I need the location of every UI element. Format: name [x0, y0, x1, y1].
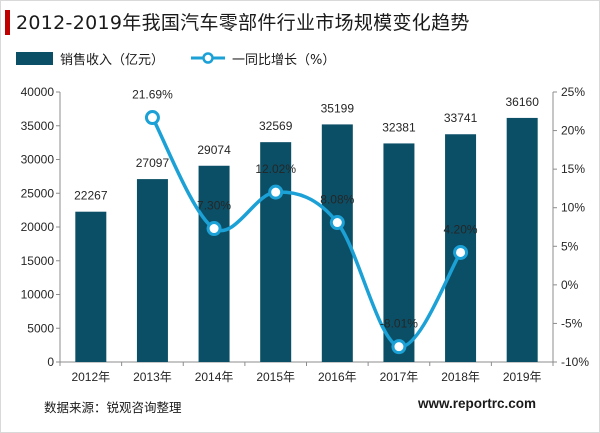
y-tick-label: 40000 [21, 85, 55, 99]
x-tick-label: 2013年 [133, 370, 172, 384]
growth-point [391, 339, 407, 355]
y2-tick-label: 10% [561, 201, 585, 215]
legend-item-growth: 一同比增长（%） [190, 49, 335, 68]
bar [260, 142, 292, 362]
growth-point [268, 184, 284, 200]
bar-data-label: 29074 [197, 143, 231, 157]
growth-point [144, 110, 160, 126]
growth-line [150, 116, 463, 349]
x-tick-label: 2018年 [441, 370, 480, 384]
growth-data-label: 7.30% [197, 199, 231, 213]
bar-data-label: 22267 [74, 189, 108, 203]
bar [506, 117, 538, 362]
growth-data-label: -8.01% [380, 317, 418, 331]
bar-data-label: 27097 [136, 156, 170, 170]
y2-tick-label: 25% [561, 85, 585, 99]
y2-tick-label: -10% [561, 355, 589, 369]
chart-legend: 销售收入（亿元） 一同比增长（%） [16, 48, 361, 68]
website-link[interactable]: www.reportrc.com [418, 396, 537, 411]
y-tick-label: 25000 [21, 186, 55, 200]
chart-title: 2012-2019年我国汽车零部件行业市场规模变化趋势 [16, 12, 470, 34]
growth-data-label: 12.02% [255, 162, 296, 176]
bar [383, 143, 415, 362]
y-tick-label: 0 [47, 355, 54, 369]
x-tick-label: 2015年 [256, 370, 295, 384]
y2-tick-label: 15% [561, 162, 585, 176]
legend-item-revenue: 销售收入（亿元） [16, 49, 164, 68]
title-accent-bar [5, 10, 10, 35]
bar [136, 179, 168, 362]
growth-point [453, 244, 469, 260]
legend-bar-swatch [16, 51, 53, 65]
bar-data-label: 33741 [444, 111, 478, 125]
legend-label-growth: 一同比增长（%） [232, 52, 336, 68]
growth-point [329, 215, 345, 231]
growth-point [206, 221, 222, 237]
bar-data-label: 36160 [506, 95, 540, 109]
bar-data-label: 32381 [382, 120, 416, 134]
y-tick-label: 30000 [21, 153, 55, 167]
y-tick-label: 10000 [21, 288, 55, 302]
y-tick-label: 20000 [21, 220, 55, 234]
x-tick-label: 2019年 [503, 370, 542, 384]
bar [75, 211, 107, 362]
growth-data-label: 8.08% [320, 193, 354, 207]
source-note: 数据来源：锐观咨询整理 [44, 400, 182, 415]
y2-tick-label: 0% [561, 278, 579, 292]
y-tick-label: 5000 [27, 321, 54, 335]
y-tick-label: 35000 [21, 119, 55, 133]
x-tick-label: 2014年 [195, 370, 234, 384]
growth-data-label: 21.69% [132, 88, 173, 102]
x-tick-label: 2016年 [318, 370, 357, 384]
legend-label-revenue: 销售收入（亿元） [60, 52, 165, 68]
y2-tick-label: -5% [561, 316, 583, 330]
y2-tick-label: 20% [561, 124, 585, 138]
growth-data-label: 4.20% [444, 222, 478, 236]
bar [198, 165, 230, 362]
y2-tick-label: 5% [561, 239, 579, 253]
bar-data-label: 35199 [321, 101, 355, 115]
y-tick-label: 15000 [21, 254, 55, 268]
bar-data-label: 32569 [259, 119, 293, 133]
x-tick-label: 2012年 [71, 370, 110, 384]
legend-line-swatch [191, 52, 226, 64]
x-tick-label: 2017年 [380, 370, 419, 384]
